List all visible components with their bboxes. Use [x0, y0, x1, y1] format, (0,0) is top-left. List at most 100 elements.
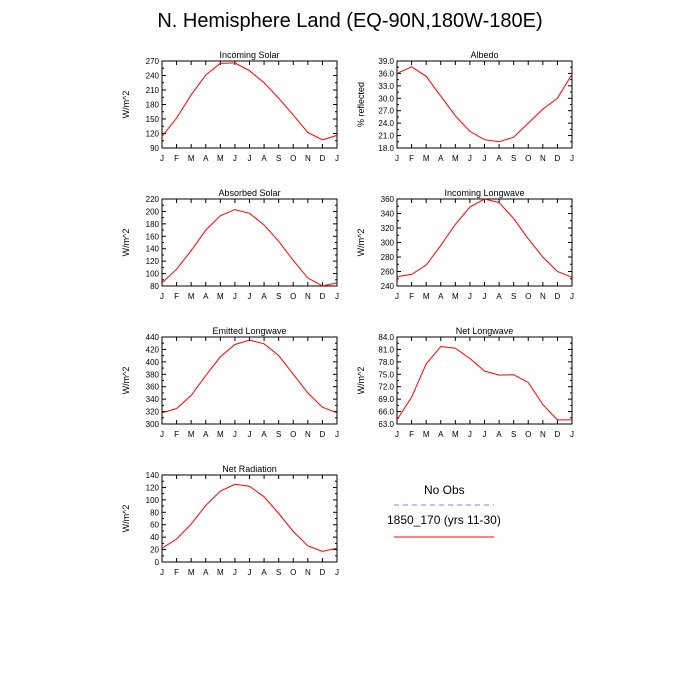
x-tick-label: N: [305, 292, 311, 301]
y-tick-label: 240: [381, 282, 395, 291]
x-tick-label: S: [511, 430, 516, 439]
x-tick-label: J: [468, 292, 472, 301]
x-tick-label: O: [290, 292, 296, 301]
chart-panel-2: Absorbed Solar W/m^2 80 100 120 140 160 180 200 2…: [121, 188, 339, 301]
x-tick-label: N: [305, 568, 311, 577]
y-tick-label: 160: [146, 232, 160, 241]
y-tick-label: 360: [381, 195, 395, 204]
y-tick-label: 400: [146, 358, 160, 367]
x-tick-label: J: [335, 430, 339, 439]
x-tick-label: A: [203, 430, 209, 439]
y-tick-label: 210: [146, 86, 160, 95]
x-tick-label: A: [496, 292, 502, 301]
x-tick-label: D: [320, 292, 326, 301]
x-tick-label: F: [174, 292, 179, 301]
x-tick-label: M: [217, 430, 224, 439]
chart-panel-0: Incoming Solar W/m^2 90 120 150 180 210 240 270 J…: [121, 50, 339, 163]
y-tick-label: 72.0: [378, 383, 394, 392]
x-tick-label: D: [320, 154, 326, 163]
x-tick-label: O: [525, 154, 531, 163]
y-tick-label: 270: [146, 57, 160, 66]
y-tick-label: 80: [150, 282, 159, 291]
y-axis-label: W/m^2: [121, 367, 131, 395]
x-tick-label: J: [160, 154, 164, 163]
x-tick-label: F: [409, 292, 414, 301]
x-tick-label: J: [160, 568, 164, 577]
x-tick-label: D: [555, 292, 561, 301]
x-tick-label: J: [248, 430, 252, 439]
y-tick-label: 280: [381, 253, 395, 262]
x-tick-label: S: [511, 292, 516, 301]
x-tick-label: A: [496, 154, 502, 163]
legend: [394, 504, 494, 538]
y-tick-label: 440: [146, 333, 160, 342]
x-tick-label: A: [203, 154, 209, 163]
x-tick-label: D: [555, 430, 561, 439]
y-tick-label: 360: [146, 383, 160, 392]
x-tick-label: A: [261, 154, 267, 163]
x-tick-label: J: [233, 430, 237, 439]
y-tick-label: 81.0: [378, 345, 394, 354]
x-tick-label: F: [174, 430, 179, 439]
y-tick-label: 150: [146, 115, 160, 124]
y-tick-label: 69.0: [378, 395, 394, 404]
y-tick-label: 260: [381, 268, 395, 277]
legend-label-model: 1850_170 (yrs 11-30): [387, 513, 501, 527]
y-tick-label: 120: [146, 130, 160, 139]
y-tick-label: 180: [146, 101, 160, 110]
y-tick-label: 100: [146, 496, 160, 505]
x-tick-label: J: [160, 430, 164, 439]
x-tick-label: J: [233, 568, 237, 577]
y-tick-label: 300: [146, 420, 160, 429]
y-tick-label: 33.0: [378, 82, 394, 91]
series-line: [396, 345, 572, 421]
x-tick-label: N: [305, 430, 311, 439]
y-axis-label: % reflected: [356, 82, 366, 127]
x-tick-label: J: [335, 292, 339, 301]
y-tick-label: 63.0: [378, 420, 394, 429]
x-tick-label: J: [233, 154, 237, 163]
y-tick-label: 0: [155, 558, 160, 567]
x-tick-label: S: [276, 292, 281, 301]
x-tick-label: M: [217, 568, 224, 577]
x-tick-label: F: [174, 154, 179, 163]
plot-frame: [161, 198, 338, 287]
series-line: [161, 339, 338, 414]
y-tick-label: 24.0: [378, 119, 394, 128]
x-tick-label: J: [483, 292, 487, 301]
x-tick-label: O: [525, 292, 531, 301]
x-tick-label: M: [188, 430, 195, 439]
x-tick-label: A: [261, 568, 267, 577]
y-tick-label: 78.0: [378, 358, 394, 367]
panel-title: Absorbed Solar: [218, 188, 280, 198]
chart-panel-3: Incoming Longwave W/m^2 240 260 280 300 320 340…: [356, 188, 574, 301]
y-tick-label: 27.0: [378, 107, 394, 116]
x-tick-label: M: [452, 292, 459, 301]
x-tick-label: A: [496, 430, 502, 439]
legend-title: No Obs: [424, 483, 465, 497]
chart-panel-5: Net Longwave W/m^2 63.0 66.0 69.0 72.0 75.0 78.…: [356, 326, 574, 439]
plot-frame: [396, 336, 573, 425]
x-tick-label: M: [423, 430, 430, 439]
x-tick-label: M: [217, 292, 224, 301]
y-axis-label: W/m^2: [121, 505, 131, 533]
x-tick-label: J: [335, 568, 339, 577]
plot-frame: [161, 60, 338, 149]
plot-frame: [161, 474, 338, 563]
x-tick-label: M: [217, 154, 224, 163]
y-tick-label: 120: [146, 483, 160, 492]
y-tick-label: 340: [146, 395, 160, 404]
x-tick-label: J: [335, 154, 339, 163]
x-tick-label: J: [468, 154, 472, 163]
x-tick-label: M: [188, 292, 195, 301]
y-tick-label: 100: [146, 270, 160, 279]
y-tick-label: 18.0: [378, 144, 394, 153]
y-tick-label: 140: [146, 471, 160, 480]
x-tick-label: J: [395, 292, 399, 301]
series-line: [161, 62, 338, 141]
y-tick-label: 380: [146, 370, 160, 379]
x-tick-label: O: [290, 568, 296, 577]
x-tick-label: M: [423, 154, 430, 163]
x-tick-label: J: [570, 292, 574, 301]
